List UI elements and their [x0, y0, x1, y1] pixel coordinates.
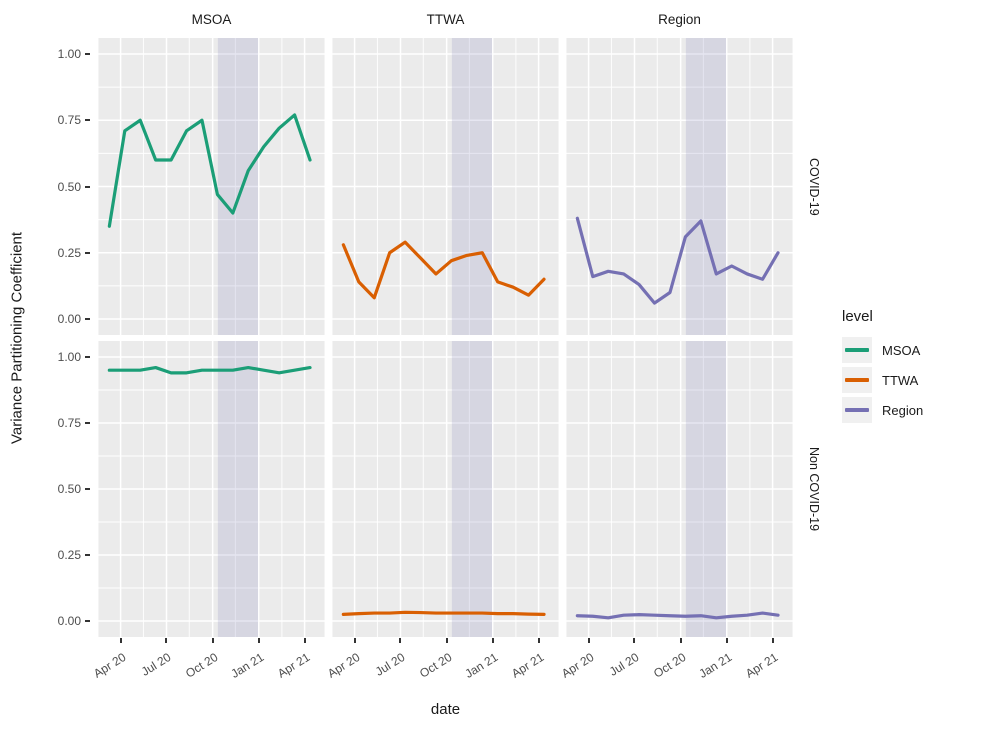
- x-tick-label: Jul 20: [139, 650, 174, 679]
- x-tick-mark: [353, 638, 356, 643]
- y-tick-label: 1.00: [57, 47, 81, 61]
- x-tick-label: Apr 21: [742, 650, 780, 681]
- x-axis-ticks-region: Apr 20 Jul 20 Oct 20 Jan 21 Apr 21: [559, 638, 793, 695]
- panel-covid-msoa: [98, 38, 325, 335]
- x-tick-mark: [165, 638, 168, 643]
- legend-key-region: [842, 397, 872, 423]
- region-line-swatch-icon: [845, 408, 869, 412]
- msoa-line-swatch-icon: [845, 348, 869, 352]
- panel-noncovid-msoa: [98, 341, 325, 637]
- y-tick-mark: [85, 185, 90, 188]
- y-tick-mark: [85, 356, 90, 358]
- x-tick-mark: [537, 638, 540, 643]
- x-tick-label: Apr 20: [558, 650, 597, 681]
- legend-entry-region: Region: [842, 397, 990, 423]
- y-tick-label: 0.25: [57, 548, 81, 562]
- x-tick-mark: [587, 638, 590, 643]
- facet-column-strip-msoa: MSOA: [191, 11, 232, 27]
- x-tick-mark: [257, 638, 260, 643]
- legend-title: level: [842, 308, 873, 325]
- legend-label-msoa: MSOA: [882, 342, 921, 358]
- x-tick-mark: [771, 638, 774, 643]
- x-tick-label: Apr 20: [324, 650, 363, 681]
- legend-key-msoa: [842, 337, 872, 363]
- x-tick-label: Jul 20: [373, 650, 408, 679]
- x-tick-label: Oct 20: [416, 650, 455, 681]
- x-tick-label: Oct 20: [650, 650, 689, 681]
- legend-label-ttwa: TTWA: [882, 372, 919, 388]
- facet-row-strip-covid: COVID-19: [807, 157, 821, 216]
- x-tick-label: Apr 21: [274, 650, 312, 681]
- x-tick-label: Oct 20: [182, 650, 221, 681]
- y-tick-label: 0.75: [57, 113, 81, 128]
- legend-label-region: Region: [882, 402, 924, 418]
- x-tick-mark: [491, 638, 494, 643]
- x-axis-ticks-msoa: Apr 20 Jul 20 Oct 20 Jan 21 Apr 21: [91, 638, 325, 695]
- y-tick-mark: [85, 53, 90, 55]
- x-tick-mark: [725, 638, 728, 643]
- y-tick-mark: [85, 620, 90, 622]
- x-tick-mark: [399, 638, 402, 643]
- y-axis-title: Variance Partitioning Coefficient: [8, 231, 26, 444]
- facet-column-strip-region: Region: [658, 11, 701, 27]
- chart-grid: MSOA TTWA Region Variance Partitioning C…: [8, 11, 822, 719]
- y-tick-label: 0.75: [57, 416, 81, 430]
- x-tick-label: Jan 21: [462, 650, 501, 681]
- x-tick-mark: [211, 638, 214, 643]
- panel-covid-region: [566, 38, 793, 335]
- panel-covid-ttwa: [332, 38, 559, 335]
- legend-entry-msoa: MSOA: [842, 337, 990, 363]
- y-tick-mark: [85, 251, 90, 254]
- x-tick-mark: [303, 638, 306, 643]
- y-tick-label: 0.50: [57, 482, 81, 496]
- y-tick-label: 0.00: [57, 614, 81, 628]
- x-tick-mark: [633, 638, 636, 643]
- x-tick-label: Jan 21: [696, 650, 735, 681]
- y-axis-ticks-row2: 1.00 0.75 0.50 0.25 0.00: [39, 341, 91, 637]
- legend: level MSOA TTWA Region: [828, 0, 990, 733]
- y-axis-ticks-row1: 1.00 0.75 0.50 0.25 0.00: [39, 38, 91, 335]
- y-tick-mark: [85, 554, 90, 556]
- x-tick-mark: [679, 638, 682, 643]
- x-tick-label: Jan 21: [228, 650, 267, 681]
- x-tick-mark: [445, 638, 448, 643]
- x-tick-mark: [119, 638, 122, 643]
- facet-row-strip-noncovid: Non COVID-19: [807, 446, 821, 532]
- y-tick-mark: [85, 422, 90, 424]
- legend-key-ttwa: [842, 367, 872, 393]
- y-tick-mark: [85, 318, 90, 320]
- y-tick-mark: [85, 488, 90, 490]
- y-tick-mark: [85, 119, 90, 122]
- y-tick-label: 0.50: [57, 179, 81, 194]
- facet-column-strip-ttwa: TTWA: [426, 11, 465, 27]
- ttwa-line-swatch-icon: [845, 378, 869, 382]
- x-tick-label: Apr 20: [90, 650, 129, 681]
- panel-noncovid-region: [566, 341, 793, 637]
- legend-entry-ttwa: TTWA: [842, 367, 990, 393]
- x-axis-ticks-ttwa: Apr 20 Jul 20 Oct 20 Jan 21 Apr 21: [325, 638, 559, 695]
- panel-noncovid-ttwa: [332, 341, 559, 637]
- x-axis-title: date: [430, 701, 461, 718]
- x-tick-label: Apr 21: [508, 650, 546, 681]
- y-tick-label: 0.00: [57, 312, 81, 326]
- y-tick-label: 1.00: [57, 350, 81, 364]
- x-tick-label: Jul 20: [607, 650, 642, 679]
- y-tick-label: 0.25: [57, 245, 81, 260]
